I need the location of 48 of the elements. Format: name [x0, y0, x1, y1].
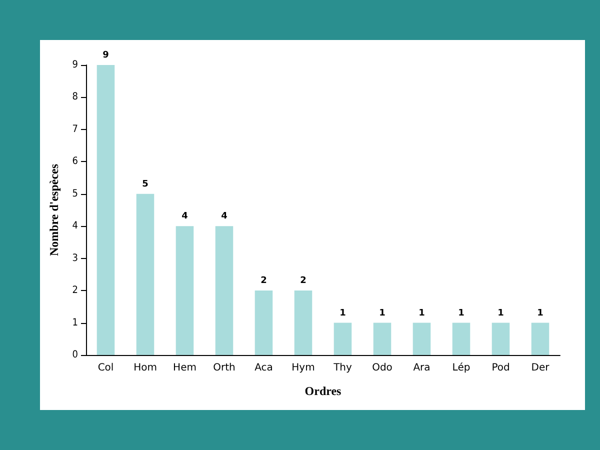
x-tick-label: Thy	[332, 362, 352, 374]
data-label: 1	[340, 308, 346, 318]
x-tick-label: Ara	[413, 362, 430, 374]
data-label: 1	[379, 308, 386, 318]
bar	[96, 65, 115, 355]
y-tick-label: 8	[72, 92, 78, 103]
bar	[136, 194, 154, 355]
bar	[452, 322, 470, 355]
data-label: 1	[498, 308, 504, 318]
x-tick-label: Orth	[213, 362, 236, 374]
bar	[373, 322, 392, 355]
x-tick-label: Hem	[173, 362, 196, 374]
data-label: 9	[102, 50, 109, 60]
bar	[215, 226, 234, 355]
data-label: 5	[142, 179, 148, 190]
y-tick-label: 0	[72, 350, 78, 360]
x-tick-label: Hym	[292, 362, 315, 374]
data-label: 2	[260, 276, 267, 286]
y-tick-label: 9	[72, 60, 78, 70]
bar	[176, 226, 194, 355]
y-tick-label: 1	[72, 317, 78, 328]
x-tick-label: Col	[98, 362, 114, 374]
data-label: 1	[458, 308, 464, 318]
bar	[412, 322, 431, 355]
x-tick-label: Lép	[452, 362, 470, 374]
y-tick-label: 6	[72, 156, 78, 168]
bar	[492, 322, 510, 355]
x-tick-label: Odo	[372, 362, 392, 374]
x-tick-label: Der	[531, 362, 550, 374]
bar	[254, 290, 273, 355]
data-label: 4	[221, 212, 228, 222]
data-label: 1	[537, 308, 544, 318]
bar	[334, 322, 352, 355]
data-label: 1	[418, 308, 425, 318]
bar	[294, 290, 312, 355]
y-tick-label: 5	[72, 188, 78, 200]
y-tick-label: 4	[72, 220, 78, 232]
x-tick-label: Aca	[254, 362, 273, 374]
y-tick-label: 3	[72, 252, 78, 264]
y-axis-title: Nombre d'espèces	[47, 164, 61, 256]
bar	[531, 322, 550, 355]
x-tick-label: Hom	[134, 362, 157, 374]
data-label: 4	[182, 212, 188, 222]
x-tick-label: Pod	[492, 362, 510, 374]
data-label: 2	[300, 276, 306, 286]
x-axis-title: Ordres	[304, 384, 342, 398]
y-tick-label: 2	[72, 285, 78, 296]
y-tick-label: 7	[72, 124, 78, 135]
